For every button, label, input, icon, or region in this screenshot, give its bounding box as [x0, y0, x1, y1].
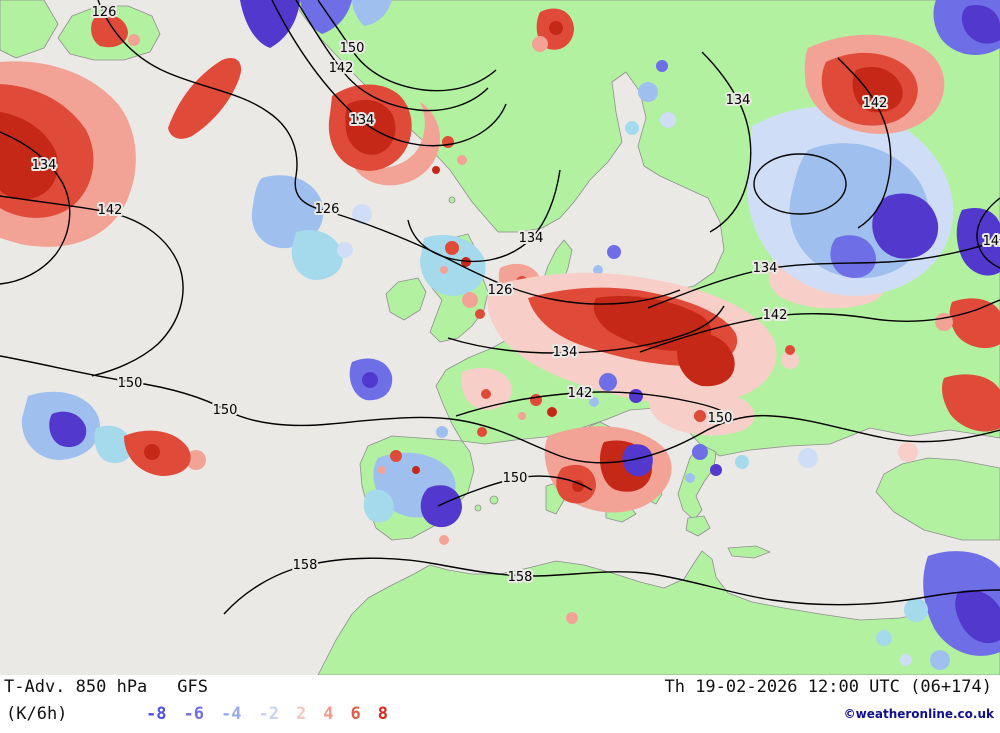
- contour-value-label: 134: [350, 113, 375, 128]
- land-island: [474, 504, 482, 512]
- contour-value-label: 150: [708, 411, 733, 426]
- isoline-contours: [0, 0, 1000, 615]
- land-north-africa: [317, 550, 1000, 675]
- contour-value-label: 126: [488, 283, 513, 298]
- contour-value-label: 142: [329, 61, 354, 76]
- weather-map: 126 150 142 134 134 142 126 134 126 134 142 134 142 1…: [0, 0, 1000, 675]
- land-greenland-tip: [0, 0, 59, 59]
- legend-value: -2: [258, 704, 279, 724]
- contour-value-label: 142: [983, 234, 1000, 249]
- contour-value-label: 142: [568, 386, 593, 401]
- legend-value: 8: [377, 704, 388, 724]
- copyright: ©weatheronline.co.uk: [843, 707, 994, 721]
- map-area: 126 150 142 134 134 142 126 134 126 134 142 134 142 1…: [0, 0, 1000, 675]
- land-ireland: [385, 277, 427, 321]
- legend-scale: -8 -6 -4 -2 2 4 6 8: [146, 704, 388, 724]
- land-crete: [727, 545, 771, 559]
- contour-value-label: 142: [763, 308, 788, 323]
- legend-value: 6: [350, 704, 361, 724]
- contour-value-label: 126: [92, 5, 117, 20]
- title-line: T-Adv. 850 hPa GFS: [4, 677, 208, 697]
- contour-value-label: 150: [340, 41, 365, 56]
- footer-bar: T-Adv. 850 hPa GFS (K/6h) -8 -6 -4 -2 2 4 6 8 Th…: [0, 675, 1000, 733]
- contour-value-label: 158: [293, 558, 318, 573]
- contour-value-label: 150: [213, 403, 238, 418]
- legend-value: -8: [146, 704, 167, 724]
- contour-value-label: 134: [553, 345, 578, 360]
- contour-value-label: 150: [503, 471, 528, 486]
- contour-value-label: 134: [753, 261, 778, 276]
- timestamp: Th 19-02-2026 12:00 UTC (06+174): [664, 677, 992, 697]
- land-island: [489, 495, 499, 505]
- legend-value: -6: [183, 704, 204, 724]
- model-name: GFS: [177, 677, 209, 697]
- contour-value-label: 158: [508, 570, 533, 585]
- contour-value-label: 126: [315, 202, 340, 217]
- contour-value-label: 134: [519, 231, 544, 246]
- parameter-title: T-Adv. 850 hPa: [4, 677, 148, 697]
- contour-value-label: 150: [118, 376, 143, 391]
- contour-labels: 126 150 142 134 134 142 126 134 126 134 142 134 142 1…: [30, 3, 1000, 587]
- contour-value-label: 142: [98, 203, 123, 218]
- legend-value: 2: [295, 704, 307, 724]
- contour-value-label: 142: [863, 96, 888, 111]
- land-peloponnese: [685, 515, 711, 537]
- contour-value-label: 134: [726, 93, 751, 108]
- legend-value: 4: [323, 704, 334, 724]
- units-label: (K/6h): [6, 704, 68, 724]
- legend-value: -4: [220, 704, 242, 724]
- land-island: [448, 196, 456, 204]
- contour-value-label: 134: [32, 158, 57, 173]
- land-anatolia: [875, 457, 1000, 541]
